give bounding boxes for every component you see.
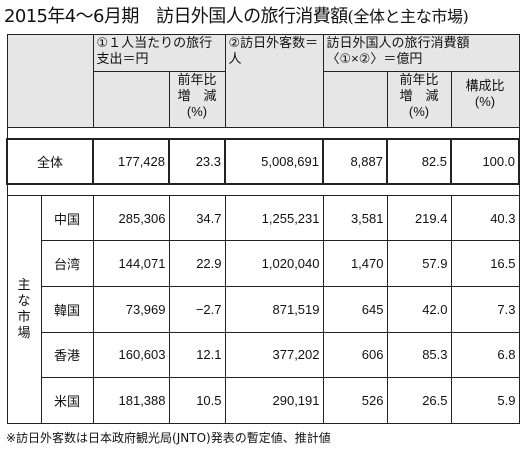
market-spend: 144,071 (92, 240, 170, 288)
market-visitors: 1,255,231 (224, 194, 324, 242)
header-consumption-yoy: 前年比 増 減 (%) (386, 70, 452, 129)
market-visitors: 1,020,040 (224, 240, 324, 288)
market-share: 16.5 (450, 240, 520, 288)
market-share: 6.8 (450, 331, 520, 379)
header-consumption-blank (322, 70, 388, 129)
table-row: 韓国 73,969 −2.7 871,519 645 42.0 7.3 (7, 286, 520, 333)
market-name: 香港 (40, 331, 94, 379)
market-consumption: 1,470 (322, 240, 388, 288)
total-spend: 177,428 (92, 137, 170, 186)
market-share: 40.3 (450, 194, 520, 242)
market-visitors: 871,519 (224, 286, 324, 333)
market-consumption-yoy: 85.3 (386, 331, 452, 379)
header-consumption: 訪日外国人の旅行消費額〈①×②〉＝億円 (322, 34, 520, 72)
market-share: 5.9 (450, 377, 520, 424)
market-consumption-yoy: 57.9 (386, 240, 452, 288)
gap-cell (41, 183, 451, 196)
vert-char: な (17, 293, 31, 309)
vert-char: 市 (17, 309, 31, 325)
gap-cell (451, 183, 520, 196)
spend-yoy-line3: (%) (186, 103, 208, 119)
total-consumption: 8,887 (322, 137, 388, 186)
document-title: 2015年4〜6月期 訪日外国人の旅行消費額(全体と主な市場) (4, 4, 520, 30)
header-spend: ①１人当たりの旅行支出＝円 (92, 34, 226, 72)
vert-char: 場 (17, 325, 31, 341)
share-line1: 構成比 (465, 77, 505, 93)
market-visitors: 290,191 (224, 377, 324, 424)
header-spend-blank (92, 70, 170, 129)
footnote: ※訪日外客数は日本政府観光局(JNTO)発表の暫定値、推計値 (6, 431, 331, 445)
market-consumption: 606 (322, 331, 388, 379)
table-row: 主 な 市 場 中国 285,306 34.7 1,255,231 3,581 … (6, 194, 520, 425)
market-spend: 73,969 (92, 286, 170, 333)
gap-row-2 (6, 183, 520, 196)
title-sub: (全体と主な市場) (347, 7, 469, 26)
total-row: 全体 177,428 23.3 5,008,691 8,887 82.5 100… (6, 137, 520, 186)
market-name: 中国 (40, 194, 94, 242)
market-consumption: 645 (322, 286, 388, 333)
total-share: 100.0 (450, 137, 520, 186)
market-consumption: 3,581 (322, 194, 388, 242)
spend-yoy-line1: 前年比 (177, 71, 217, 87)
market-spend-yoy: 12.1 (168, 331, 226, 379)
header-visitors: ②訪日外客数＝人 (224, 33, 324, 129)
consumption-table: ①１人当たりの旅行支出＝円 ②訪日外客数＝人 訪日外国人の旅行消費額〈①×②〉＝… (6, 33, 520, 425)
market-spend-yoy: 22.9 (168, 240, 226, 288)
share-line2: (%) (474, 93, 496, 109)
title-main: 2015年4〜6月期 訪日外国人の旅行消費額 (4, 6, 348, 27)
header-row-1: ①１人当たりの旅行支出＝円 ②訪日外客数＝人 訪日外国人の旅行消費額〈①×②〉＝… (6, 33, 520, 129)
gap-cell (6, 127, 41, 140)
market-spend-yoy: 34.7 (168, 194, 226, 242)
header-share: 構成比 (%) (450, 70, 520, 129)
market-spend: 181,388 (92, 377, 170, 424)
gap-cell (41, 127, 451, 140)
vert-char: 主 (17, 277, 31, 293)
table-row: 台湾 144,071 22.9 1,020,040 1,470 57.9 16.… (7, 240, 520, 288)
gap-row-1 (6, 127, 520, 140)
market-consumption: 526 (322, 377, 388, 424)
market-share: 7.3 (450, 286, 520, 333)
cons-yoy-line2: 増 減 (399, 87, 439, 103)
market-name: 台湾 (40, 240, 94, 288)
market-spend: 160,603 (92, 331, 170, 379)
total-visitors: 5,008,691 (224, 137, 324, 186)
market-spend-yoy: 10.5 (168, 377, 226, 424)
market-consumption-yoy: 26.5 (386, 377, 452, 424)
market-consumption-yoy: 219.4 (386, 194, 452, 242)
gap-cell (451, 127, 520, 140)
market-spend-yoy: −2.7 (168, 286, 226, 333)
header-spend-yoy: 前年比 増 減 (%) (168, 70, 226, 129)
header-row-2: 前年比 増 減 (%) 前年比 増 減 (%) 構成比 (%) (7, 70, 520, 129)
table-row: 香港 160,603 12.1 377,202 606 85.3 6.8 (7, 331, 520, 379)
table-row: 米国 181,388 10.5 290,191 526 26.5 5.9 (7, 377, 520, 424)
cons-yoy-line3: (%) (408, 103, 430, 119)
cons-yoy-line1: 前年比 (399, 71, 439, 87)
spend-yoy-line2: 増 減 (177, 87, 217, 103)
total-spend-yoy: 23.3 (168, 137, 226, 186)
major-markets-label: 主 な 市 場 (6, 194, 42, 425)
market-visitors: 377,202 (224, 331, 324, 379)
total-consumption-yoy: 82.5 (386, 137, 452, 186)
market-spend: 285,306 (92, 194, 170, 242)
market-name: 韓国 (40, 286, 94, 333)
total-label: 全体 (6, 137, 94, 186)
header-corner (6, 33, 94, 129)
gap-cell (6, 183, 41, 196)
market-consumption-yoy: 42.0 (386, 286, 452, 333)
market-name: 米国 (40, 377, 94, 424)
